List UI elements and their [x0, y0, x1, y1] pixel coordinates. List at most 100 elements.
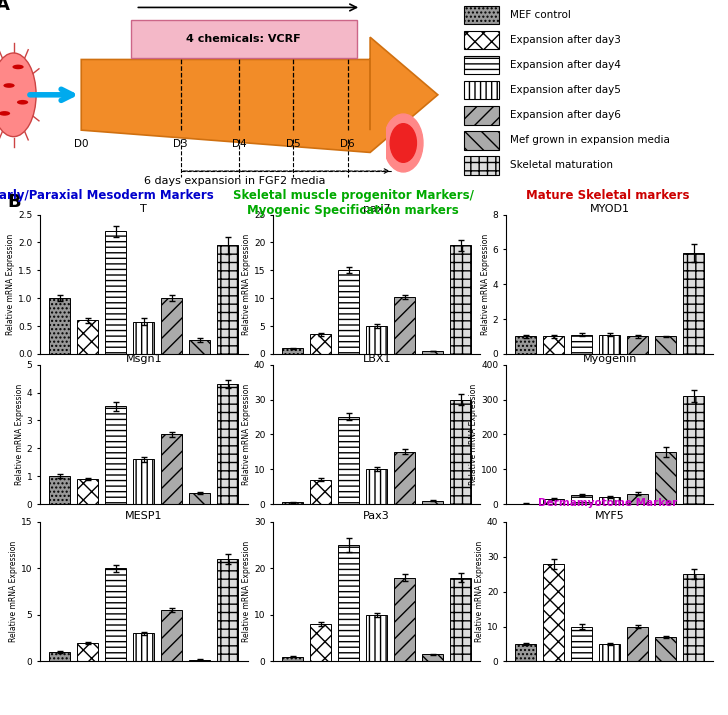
- FancyBboxPatch shape: [464, 6, 499, 24]
- Bar: [655, 452, 676, 504]
- Title: pax7: pax7: [363, 204, 390, 214]
- Text: 4 chemicals: VCRF: 4 chemicals: VCRF: [186, 34, 301, 44]
- Bar: [282, 503, 304, 504]
- Y-axis label: Relative mRNA Expression: Relative mRNA Expression: [480, 234, 490, 335]
- Bar: [543, 563, 564, 661]
- Title: Myogenin: Myogenin: [582, 354, 637, 364]
- Bar: [394, 297, 415, 354]
- Bar: [627, 337, 648, 354]
- Text: Skeletal muscle progenitor Markers/
Myogenic Specification markers: Skeletal muscle progenitor Markers/ Myog…: [233, 189, 473, 217]
- Bar: [655, 337, 676, 354]
- Bar: [189, 340, 210, 354]
- Text: Mef grown in expansion media: Mef grown in expansion media: [510, 135, 670, 145]
- Title: T: T: [141, 204, 147, 214]
- Title: LBX1: LBX1: [363, 354, 391, 364]
- Circle shape: [390, 124, 416, 162]
- Bar: [50, 652, 71, 661]
- Text: Expansion after day3: Expansion after day3: [510, 35, 621, 45]
- Bar: [50, 476, 71, 504]
- Title: MYF5: MYF5: [595, 511, 625, 521]
- Title: Msgn1: Msgn1: [125, 354, 162, 364]
- Title: Pax3: Pax3: [363, 511, 390, 521]
- Bar: [450, 400, 471, 504]
- Bar: [599, 497, 620, 504]
- FancyBboxPatch shape: [464, 56, 499, 74]
- FancyBboxPatch shape: [464, 31, 499, 49]
- Bar: [394, 578, 415, 661]
- Ellipse shape: [12, 64, 24, 69]
- Bar: [77, 643, 98, 661]
- Circle shape: [384, 114, 423, 172]
- Text: D3: D3: [173, 139, 188, 149]
- Bar: [133, 633, 154, 661]
- Bar: [161, 298, 182, 354]
- Bar: [683, 396, 704, 504]
- Y-axis label: Relative mRNA Expression: Relative mRNA Expression: [7, 234, 15, 335]
- Bar: [106, 231, 127, 354]
- FancyBboxPatch shape: [464, 156, 499, 174]
- Bar: [571, 495, 593, 504]
- Bar: [161, 435, 182, 504]
- Text: Dermamyotome Marker: Dermamyotome Marker: [538, 498, 678, 508]
- Bar: [366, 615, 387, 661]
- Bar: [106, 568, 127, 661]
- Text: Expansion after day5: Expansion after day5: [510, 85, 621, 95]
- Text: D0: D0: [74, 139, 89, 149]
- Text: Early/Paraxial Mesoderm Markers: Early/Paraxial Mesoderm Markers: [0, 189, 213, 202]
- Bar: [515, 337, 537, 354]
- Ellipse shape: [4, 83, 15, 88]
- Bar: [77, 479, 98, 504]
- FancyBboxPatch shape: [464, 106, 499, 124]
- Bar: [310, 335, 331, 354]
- Ellipse shape: [17, 100, 28, 104]
- FancyBboxPatch shape: [464, 81, 499, 99]
- Y-axis label: Relative mRNA Expression: Relative mRNA Expression: [470, 384, 478, 485]
- Bar: [310, 480, 331, 504]
- Bar: [282, 656, 304, 661]
- Text: Mature Skeletal markers: Mature Skeletal markers: [526, 189, 689, 202]
- FancyBboxPatch shape: [464, 131, 499, 149]
- Title: MYOD1: MYOD1: [590, 204, 630, 214]
- Bar: [339, 545, 360, 661]
- Bar: [366, 326, 387, 354]
- Text: D4: D4: [232, 139, 247, 149]
- Text: D6: D6: [340, 139, 355, 149]
- Bar: [217, 559, 238, 661]
- Text: A: A: [0, 0, 9, 14]
- Bar: [217, 384, 238, 504]
- Bar: [161, 611, 182, 661]
- Text: Expansion after day4: Expansion after day4: [510, 60, 621, 70]
- Y-axis label: Relative mRNA Expression: Relative mRNA Expression: [9, 541, 18, 642]
- Bar: [599, 644, 620, 661]
- FancyBboxPatch shape: [131, 21, 357, 58]
- Bar: [683, 574, 704, 661]
- Bar: [543, 499, 564, 504]
- Text: B: B: [7, 193, 21, 211]
- Bar: [50, 298, 71, 354]
- Bar: [422, 500, 443, 504]
- Bar: [189, 493, 210, 504]
- Bar: [366, 469, 387, 504]
- Bar: [627, 493, 648, 504]
- Y-axis label: Relative mRNA Expression: Relative mRNA Expression: [475, 541, 484, 642]
- Text: Expansion after day6: Expansion after day6: [510, 110, 621, 120]
- Bar: [571, 335, 593, 354]
- Text: 6 days expansion in FGF2 media: 6 days expansion in FGF2 media: [144, 176, 325, 186]
- Y-axis label: Relative mRNA Expression: Relative mRNA Expression: [242, 234, 251, 335]
- Bar: [282, 348, 304, 354]
- Bar: [217, 245, 238, 354]
- Bar: [599, 335, 620, 354]
- Bar: [77, 320, 98, 354]
- Bar: [571, 626, 593, 661]
- Bar: [310, 624, 331, 661]
- Title: MESP1: MESP1: [125, 511, 162, 521]
- Bar: [422, 654, 443, 661]
- Y-axis label: Relative mRNA Expression: Relative mRNA Expression: [242, 541, 251, 642]
- Ellipse shape: [0, 111, 10, 116]
- Bar: [339, 270, 360, 354]
- Bar: [450, 578, 471, 661]
- Bar: [515, 644, 537, 661]
- Bar: [655, 637, 676, 661]
- Y-axis label: Relative mRNA Expression: Relative mRNA Expression: [242, 384, 251, 485]
- Bar: [543, 337, 564, 354]
